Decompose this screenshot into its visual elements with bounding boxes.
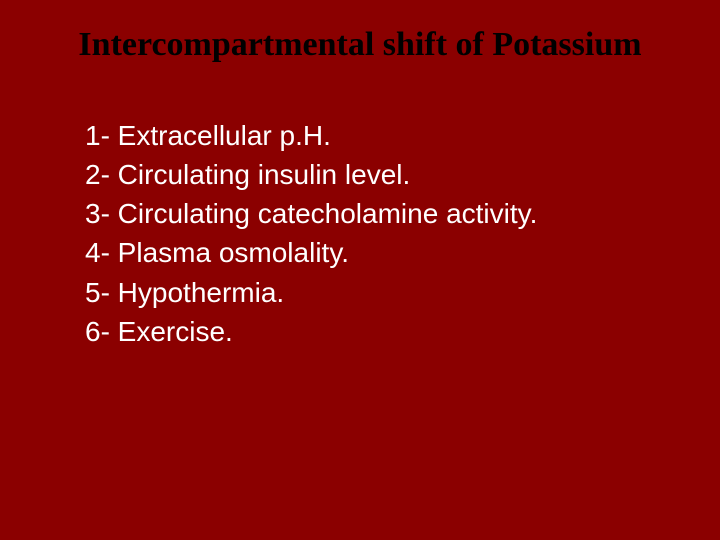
item-text: Circulating catecholamine activity. <box>110 198 537 229</box>
item-number: 5- <box>85 277 110 308</box>
list-item: 5- Hypothermia. <box>85 273 660 312</box>
item-text: Circulating insulin level. <box>110 159 410 190</box>
slide-container: Intercompartmental shift of Potassium 1-… <box>0 0 720 540</box>
item-number: 1- <box>85 120 110 151</box>
item-number: 3- <box>85 198 110 229</box>
item-text: Plasma osmolality. <box>110 237 349 268</box>
factors-list: 1- Extracellular p.H. 2- Circulating ins… <box>60 116 660 351</box>
list-item: 6- Exercise. <box>85 312 660 351</box>
item-number: 4- <box>85 237 110 268</box>
list-item: 2- Circulating insulin level. <box>85 155 660 194</box>
item-number: 6- <box>85 316 110 347</box>
item-text: Extracellular p.H. <box>110 120 331 151</box>
item-number: 2- <box>85 159 110 190</box>
list-item: 4- Plasma osmolality. <box>85 233 660 272</box>
slide-title: Intercompartmental shift of Potassium <box>60 25 660 66</box>
item-text: Exercise. <box>110 316 233 347</box>
list-item: 1- Extracellular p.H. <box>85 116 660 155</box>
item-text: Hypothermia. <box>110 277 284 308</box>
list-item: 3- Circulating catecholamine activity. <box>85 194 660 233</box>
